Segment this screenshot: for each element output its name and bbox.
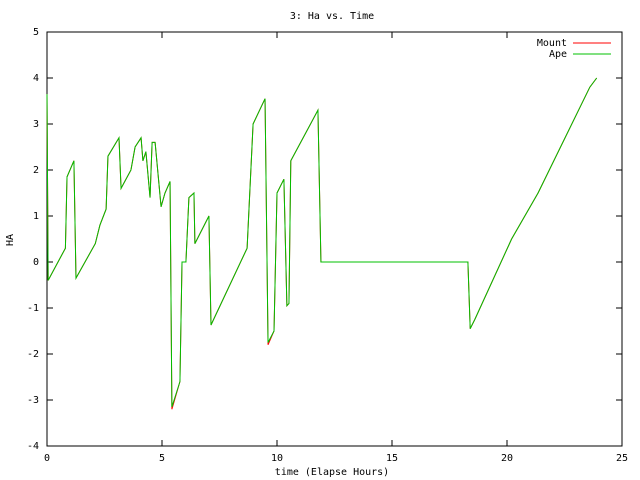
legend-label: Mount <box>537 38 567 49</box>
y-tick-label: -2 <box>27 349 39 360</box>
plot-border <box>46 31 623 447</box>
chart-title: 3: Ha vs. Time <box>290 11 374 22</box>
x-tick-label: 20 <box>501 453 513 464</box>
y-tick-label: 4 <box>33 73 39 84</box>
y-tick-label: 3 <box>33 119 39 130</box>
legend-label: Ape <box>549 49 567 60</box>
y-tick-label: 1 <box>33 211 39 222</box>
series-line <box>46 77 598 410</box>
x-tick-label: 15 <box>386 453 398 464</box>
x-axis-label: time (Elapse Hours) <box>275 467 389 478</box>
y-tick-label: 0 <box>33 257 39 268</box>
x-tick-label: 25 <box>616 453 628 464</box>
x-tick-label: 0 <box>44 453 50 464</box>
y-tick-label: -4 <box>27 441 39 452</box>
y-tick-label: -1 <box>27 303 39 314</box>
x-tick-label: 5 <box>159 453 165 464</box>
x-tick-label: 10 <box>271 453 283 464</box>
y-tick-label: 5 <box>33 27 39 38</box>
y-tick-label: -3 <box>27 395 39 406</box>
y-axis-label: HA <box>5 234 16 246</box>
y-tick-label: 2 <box>33 165 39 176</box>
series-line <box>46 77 598 408</box>
